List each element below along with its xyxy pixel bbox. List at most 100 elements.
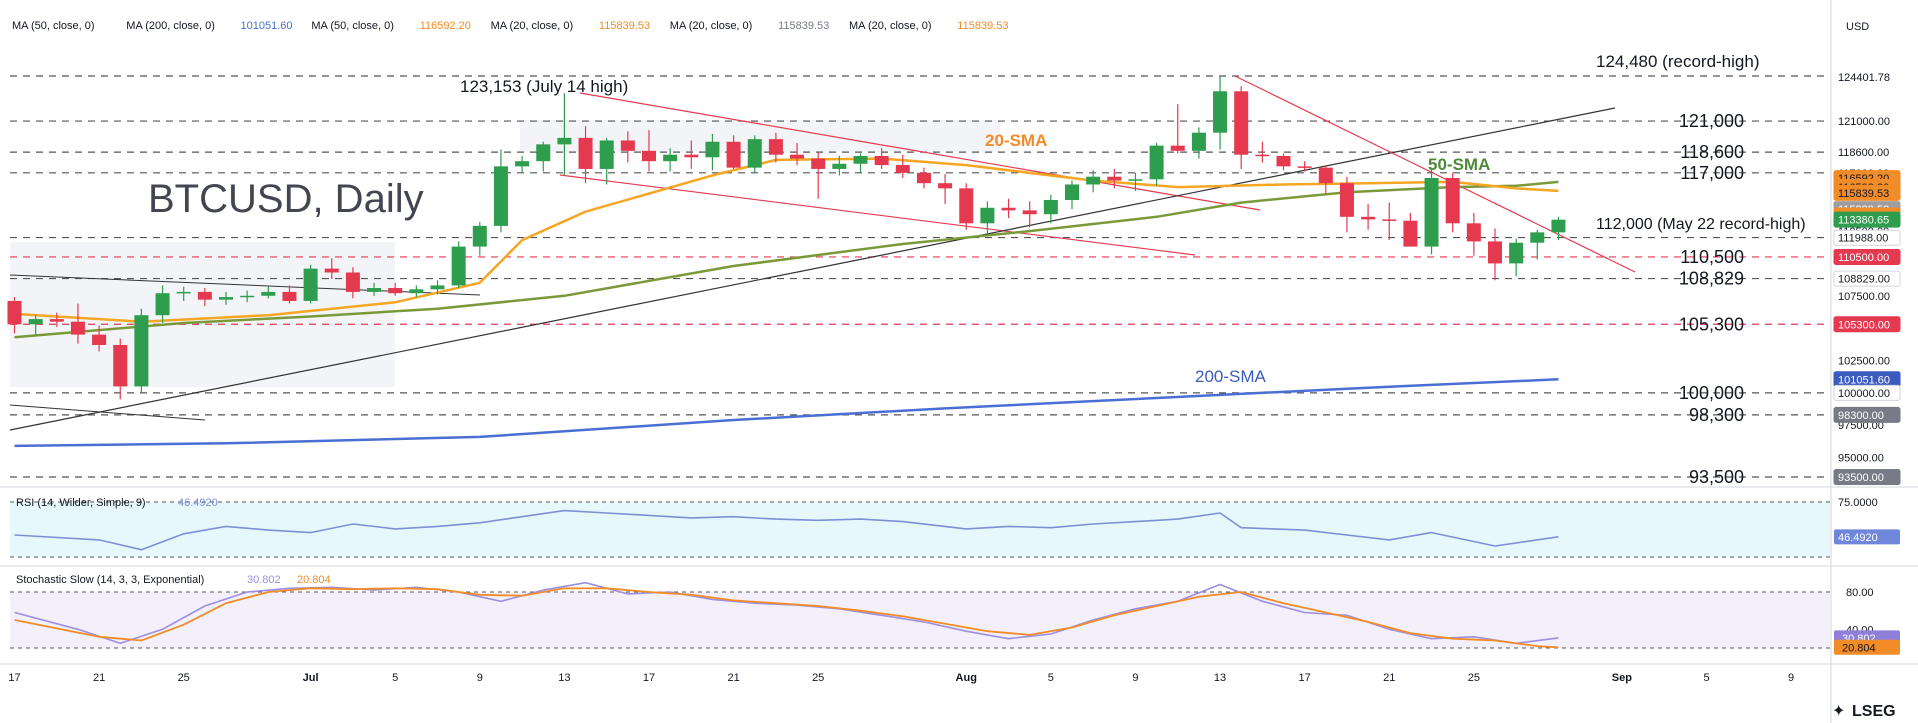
- candle: [324, 258, 339, 279]
- candle-body: [895, 165, 910, 173]
- rsi-tag-bg: [1834, 529, 1900, 545]
- stoch-d-tag: 20.804: [1834, 639, 1900, 655]
- price-tag-bg: [1833, 229, 1901, 246]
- candle: [430, 280, 445, 295]
- candle: [895, 154, 910, 178]
- sma20-line: [14, 157, 1559, 323]
- candle-body: [1361, 216, 1376, 220]
- legend-item-value: 115839.53: [778, 20, 829, 32]
- price-tag: 113380.65: [1833, 211, 1901, 228]
- rsi-legend-value: 46.4920: [178, 497, 218, 509]
- candle: [388, 282, 403, 296]
- candle: [1213, 76, 1228, 150]
- candle-body: [768, 139, 783, 155]
- price-axis-label: 97500.00: [1838, 420, 1884, 432]
- candle: [134, 308, 149, 393]
- sma200-line: [14, 378, 1559, 448]
- candle: [980, 201, 995, 237]
- candle: [1107, 168, 1122, 189]
- rsi-pane: RSI (14, Wilder, Simple, 9) 46.4920: [14, 497, 1559, 551]
- candle-body: [70, 321, 85, 335]
- candle: [197, 288, 212, 307]
- candle-body: [1339, 183, 1354, 217]
- candle-body: [451, 246, 466, 286]
- trendline-rising: [9, 107, 1616, 431]
- candle: [832, 155, 847, 176]
- candle-body: [345, 272, 360, 292]
- price-axis-label: 121000.00: [1838, 116, 1890, 128]
- time-axis-label: 5: [392, 672, 398, 684]
- time-axis-label: 17: [643, 672, 655, 684]
- price-tag-text: 113380.65: [1838, 215, 1889, 227]
- candles: [7, 76, 1566, 400]
- candle-body: [1403, 220, 1418, 247]
- candle-body: [1445, 177, 1460, 224]
- candle: [599, 137, 614, 185]
- candle-body: [557, 137, 572, 145]
- candle: [1382, 202, 1397, 241]
- time-axis-label: Jul: [303, 672, 319, 684]
- candle-body: [1466, 223, 1481, 242]
- time-axis-label: 21: [1383, 672, 1395, 684]
- candle-body: [1551, 219, 1566, 233]
- candle: [1488, 228, 1502, 281]
- candle-body: [1001, 207, 1016, 211]
- price-tag-bg: [1833, 211, 1901, 228]
- price-tag: 101051.60: [1833, 371, 1901, 388]
- sma200-label: 200-SMA: [1195, 367, 1267, 386]
- candle-body: [642, 150, 656, 162]
- candle: [1445, 172, 1460, 233]
- price-axis: 124401.78121000.00118600.00117000.001125…: [1833, 72, 1901, 655]
- legend-item-label: MA (20, close, 0): [491, 20, 574, 32]
- candle: [515, 155, 530, 173]
- candle-body: [790, 154, 805, 159]
- candle: [303, 264, 318, 304]
- candle: [1255, 141, 1270, 163]
- candle: [1191, 127, 1206, 159]
- candle: [113, 338, 128, 400]
- candle-body: [282, 291, 297, 301]
- currency-label: USD: [1846, 21, 1869, 33]
- candle: [1086, 170, 1101, 193]
- candle-body: [1234, 91, 1249, 155]
- stoch-d-tag-bg: [1834, 639, 1900, 655]
- candle-body: [620, 140, 635, 151]
- candle: [1276, 153, 1291, 171]
- legend-item-value: 115839.53: [957, 20, 1008, 32]
- candle: [1509, 238, 1524, 277]
- candle: [70, 303, 85, 344]
- candle: [916, 167, 931, 189]
- candle: [261, 286, 276, 299]
- candle-body: [959, 188, 974, 224]
- price-tag-text: 93500.00: [1838, 472, 1884, 484]
- legend-item-value: 101051.60: [241, 20, 293, 32]
- level-label: 121,000: [1679, 111, 1744, 131]
- candle-body: [1488, 241, 1502, 264]
- level-label: 100,000: [1679, 383, 1744, 403]
- candle: [642, 130, 656, 172]
- candle-body: [1149, 145, 1164, 180]
- candle: [811, 152, 826, 199]
- may-record-high-label: 112,000 (May 22 record-high): [1596, 216, 1806, 233]
- candle: [7, 297, 22, 334]
- candle: [1424, 167, 1439, 255]
- candle-body: [388, 288, 403, 294]
- price-tag-bg: [1833, 384, 1901, 401]
- candle: [1551, 216, 1566, 241]
- candle-body: [684, 154, 699, 158]
- candle: [409, 285, 424, 298]
- candle-body: [536, 144, 551, 162]
- legend-item-value: 116592.20: [420, 20, 471, 32]
- candle: [493, 149, 508, 233]
- candle-body: [705, 141, 720, 158]
- price-tag-bg: [1833, 316, 1901, 333]
- legend-item-label: MA (50, close, 0): [12, 20, 95, 32]
- legend-item-value: 115839.53: [599, 20, 650, 32]
- candle: [1403, 212, 1418, 247]
- price-tag: 115839.53: [1833, 184, 1901, 201]
- candle: [28, 315, 43, 335]
- annotations: 20-SMA 50-SMA 200-SMA 123,153 (July 14 high…: [460, 52, 1806, 487]
- legend-item-label: MA (20, close, 0): [670, 20, 753, 32]
- candle-body: [324, 268, 339, 273]
- level-label: 108,829: [1679, 269, 1744, 289]
